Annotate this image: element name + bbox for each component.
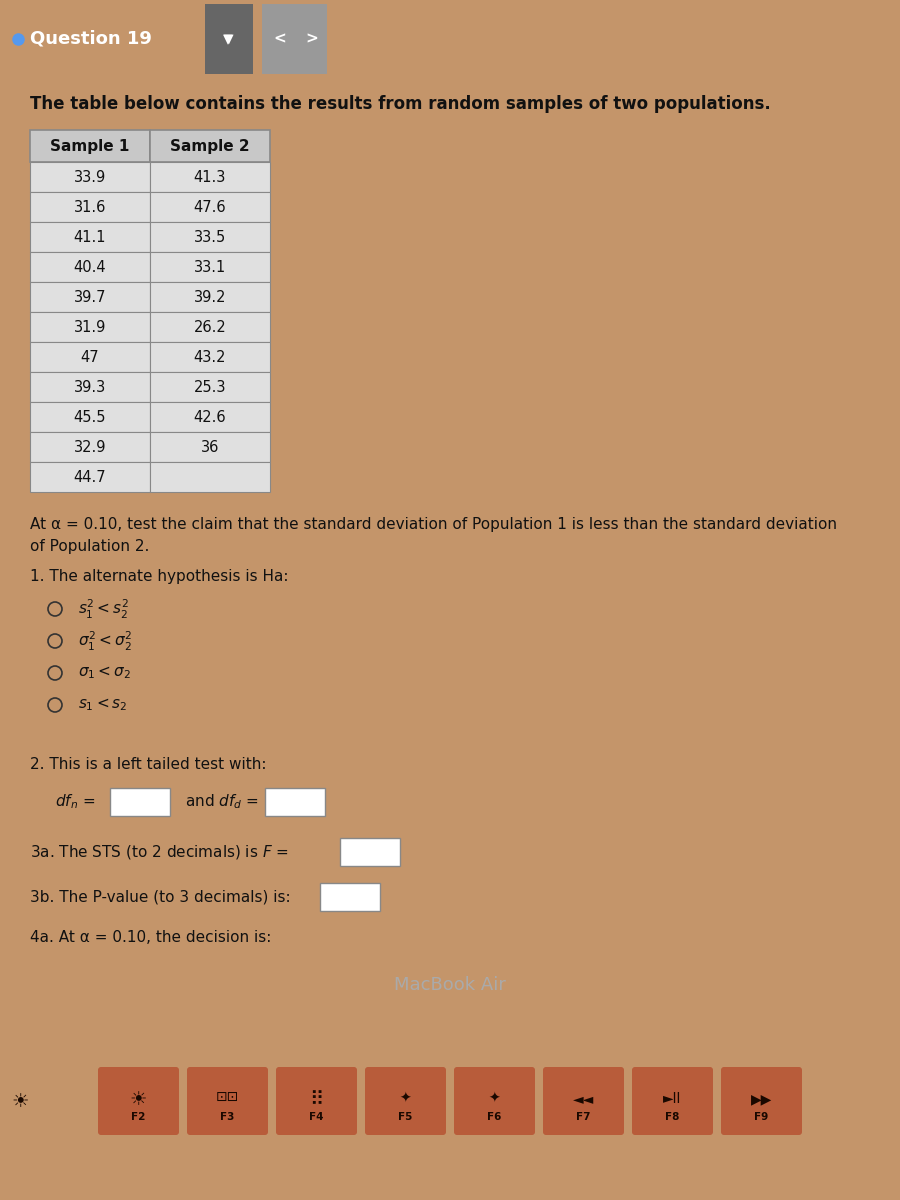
FancyBboxPatch shape <box>276 1067 357 1135</box>
Bar <box>320 883 380 911</box>
Text: ⠿: ⠿ <box>310 1090 324 1109</box>
FancyBboxPatch shape <box>98 1067 179 1135</box>
Bar <box>30 312 150 342</box>
Text: 33.5: 33.5 <box>194 229 226 245</box>
Text: 32.9: 32.9 <box>74 439 106 455</box>
Text: Question 19: Question 19 <box>30 30 152 48</box>
Bar <box>265 788 325 816</box>
Text: 47.6: 47.6 <box>194 199 226 215</box>
Bar <box>150 192 270 222</box>
Text: 31.9: 31.9 <box>74 319 106 335</box>
Text: F6: F6 <box>487 1112 501 1122</box>
Text: Sample 2: Sample 2 <box>170 138 250 154</box>
Text: $df_n$ =: $df_n$ = <box>55 793 95 811</box>
Bar <box>150 282 270 312</box>
Bar <box>30 402 150 432</box>
Bar <box>30 372 150 402</box>
Text: ▼: ▼ <box>224 32 234 46</box>
Text: $s_1 < s_2$: $s_1 < s_2$ <box>78 697 128 713</box>
FancyBboxPatch shape <box>454 1067 535 1135</box>
Text: 39.3: 39.3 <box>74 379 106 395</box>
Text: The table below contains the results from random samples of two populations.: The table below contains the results fro… <box>30 95 770 113</box>
Text: $\sigma_1^2 < \sigma_2^2$: $\sigma_1^2 < \sigma_2^2$ <box>78 629 132 653</box>
Text: ✦: ✦ <box>400 1092 411 1106</box>
FancyBboxPatch shape <box>721 1067 802 1135</box>
Bar <box>30 432 150 462</box>
Text: 1. The alternate hypothesis is Ha:: 1. The alternate hypothesis is Ha: <box>30 569 289 584</box>
Text: 43.2: 43.2 <box>194 349 226 365</box>
FancyBboxPatch shape <box>632 1067 713 1135</box>
Text: 4a. At α = 0.10, the decision is:: 4a. At α = 0.10, the decision is: <box>30 930 272 944</box>
Text: 31.6: 31.6 <box>74 199 106 215</box>
Bar <box>30 282 150 312</box>
Text: $\sigma_1 < \sigma_2$: $\sigma_1 < \sigma_2$ <box>78 665 131 682</box>
Bar <box>150 342 270 372</box>
Text: 39.7: 39.7 <box>74 289 106 305</box>
Bar <box>30 252 150 282</box>
Bar <box>150 432 270 462</box>
Text: 33.1: 33.1 <box>194 259 226 275</box>
Text: F8: F8 <box>665 1112 680 1122</box>
Text: F9: F9 <box>754 1112 769 1122</box>
Text: 3b. The P-value (to 3 decimals) is:: 3b. The P-value (to 3 decimals) is: <box>30 889 291 905</box>
Text: At α = 0.10, test the claim that the standard deviation of Population 1 is less : At α = 0.10, test the claim that the sta… <box>30 517 837 532</box>
Text: Sample 1: Sample 1 <box>50 138 130 154</box>
Text: and $df_d$ =: and $df_d$ = <box>185 793 259 811</box>
Bar <box>110 788 170 816</box>
Text: ☀: ☀ <box>11 1092 29 1111</box>
Bar <box>150 372 270 402</box>
Bar <box>30 130 150 162</box>
Text: 41.1: 41.1 <box>74 229 106 245</box>
Text: of Population 2.: of Population 2. <box>30 539 149 554</box>
Text: 3a. The STS (to 2 decimals) is $F$ =: 3a. The STS (to 2 decimals) is $F$ = <box>30 842 289 862</box>
Text: 45.5: 45.5 <box>74 409 106 425</box>
Text: 26.2: 26.2 <box>194 319 227 335</box>
Text: F2: F2 <box>131 1112 146 1122</box>
Text: ✦: ✦ <box>489 1092 500 1106</box>
Text: 33.9: 33.9 <box>74 169 106 185</box>
Text: >: > <box>306 31 319 47</box>
Bar <box>150 130 270 162</box>
Bar <box>150 162 270 192</box>
FancyBboxPatch shape <box>543 1067 624 1135</box>
Bar <box>150 222 270 252</box>
FancyBboxPatch shape <box>187 1067 268 1135</box>
Text: MacBook Air: MacBook Air <box>394 976 506 994</box>
Text: ☀: ☀ <box>130 1090 148 1109</box>
Bar <box>30 462 150 492</box>
Bar <box>30 222 150 252</box>
Text: 2. This is a left tailed test with:: 2. This is a left tailed test with: <box>30 757 266 772</box>
Text: F5: F5 <box>399 1112 413 1122</box>
Bar <box>262 4 327 74</box>
Text: ⊡⊡: ⊡⊡ <box>216 1090 239 1104</box>
Bar <box>30 162 150 192</box>
Text: $s_1^2 < s_2^2$: $s_1^2 < s_2^2$ <box>78 598 129 620</box>
Text: ▼: ▼ <box>223 32 233 46</box>
Bar <box>30 192 150 222</box>
Text: ◄◄: ◄◄ <box>573 1092 594 1106</box>
FancyBboxPatch shape <box>365 1067 446 1135</box>
Text: 41.3: 41.3 <box>194 169 226 185</box>
Text: 40.4: 40.4 <box>74 259 106 275</box>
Text: 44.7: 44.7 <box>74 469 106 485</box>
Bar <box>30 342 150 372</box>
Text: ▶▶: ▶▶ <box>751 1092 772 1106</box>
Bar <box>150 252 270 282</box>
Text: 39.2: 39.2 <box>194 289 226 305</box>
Text: F3: F3 <box>220 1112 235 1122</box>
Bar <box>205 4 253 74</box>
Text: 36: 36 <box>201 439 220 455</box>
Text: 47: 47 <box>81 349 99 365</box>
Text: F4: F4 <box>310 1112 324 1122</box>
Bar <box>150 402 270 432</box>
Bar <box>340 838 400 866</box>
Text: ►ll: ►ll <box>663 1092 681 1106</box>
Bar <box>150 462 270 492</box>
Bar <box>150 312 270 342</box>
Text: <: < <box>274 31 286 47</box>
Text: 25.3: 25.3 <box>194 379 226 395</box>
Text: F7: F7 <box>576 1112 590 1122</box>
Text: 42.6: 42.6 <box>194 409 226 425</box>
